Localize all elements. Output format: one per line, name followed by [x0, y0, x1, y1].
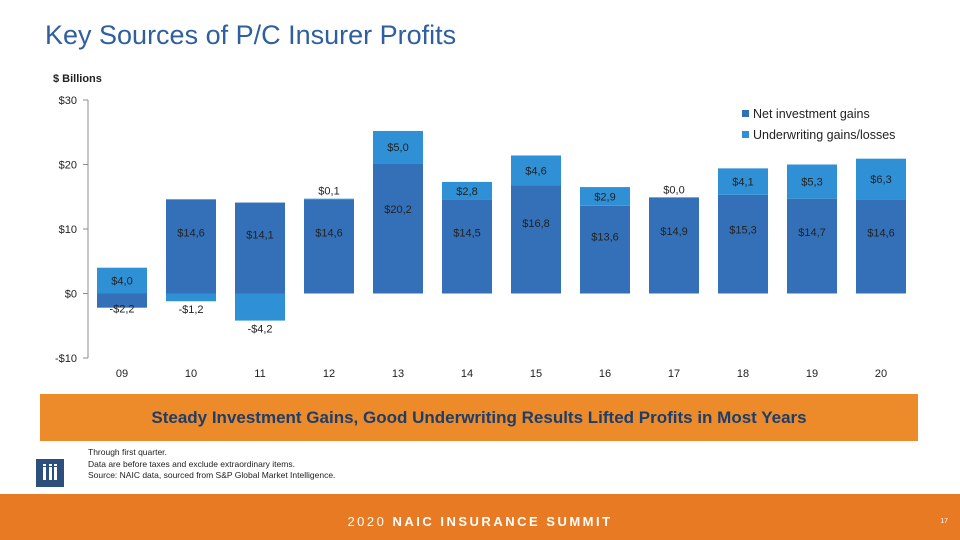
underwriting-data-label: $4,1: [732, 177, 753, 189]
underwriting-bar: [304, 198, 354, 200]
investment-bar: [97, 293, 147, 308]
x-tick-label: 20: [875, 368, 887, 380]
investment-bar: [373, 163, 423, 294]
x-tick-label: 13: [392, 368, 404, 380]
x-axis: 09 10 11 12 13 14 15 16 17 18 19 20: [116, 368, 887, 380]
investment-data-label: $15,3: [729, 224, 757, 236]
underwriting-bar: [580, 187, 630, 206]
investment-bar: [442, 199, 492, 294]
underwriting-bar: [649, 197, 699, 198]
x-tick-label: 19: [806, 368, 818, 380]
chart-unit-label: $ Billions: [53, 73, 102, 85]
footer-event-name: 2020 NAIC INSURANCE SUMMIT: [0, 514, 960, 529]
investment-data-label: $14,5: [453, 228, 481, 240]
x-tick-label: 15: [530, 368, 542, 380]
underwriting-data-label: $2,9: [594, 191, 615, 203]
legend-swatch: [742, 131, 749, 138]
investment-data-label: $14,7: [798, 227, 826, 239]
footer-year: 2020: [347, 514, 387, 529]
underwriting-data-label: $0,1: [318, 186, 339, 198]
iii-logo-icon: [36, 459, 64, 487]
footer-title: NAIC INSURANCE SUMMIT: [392, 514, 613, 529]
underwriting-data-label: $4,0: [111, 276, 132, 288]
x-tick-label: 10: [185, 368, 197, 380]
underwriting-data-label: $6,3: [870, 174, 891, 186]
chart-legend: Net investment gains Underwriting gains/l…: [742, 107, 895, 142]
y-axis: $30 $20 $10 $0 -$10: [55, 95, 89, 365]
x-tick-label: 14: [461, 368, 473, 380]
underwriting-bar: [787, 164, 837, 199]
underwriting-bar: [235, 293, 285, 321]
underwriting-data-label: -$1,2: [178, 304, 203, 316]
x-tick-label: 12: [323, 368, 335, 380]
bar-layer: [97, 130, 906, 321]
y-tick-label: $20: [59, 160, 77, 172]
investment-bar: [718, 194, 768, 294]
legend-label: Underwriting gains/losses: [753, 128, 895, 142]
underwriting-data-label: $5,0: [387, 142, 408, 154]
footnotes: Through first quarter. Data are before t…: [88, 447, 335, 482]
x-tick-label: 11: [254, 368, 265, 380]
investment-data-label: $20,2: [384, 204, 412, 216]
key-takeaway-banner: Steady Investment Gains, Good Underwriti…: [40, 394, 918, 441]
investment-bar: [235, 202, 285, 294]
legend-swatch: [742, 110, 749, 117]
legend-label: Net investment gains: [753, 107, 870, 121]
x-tick-label: 17: [668, 368, 680, 380]
footnote: Through first quarter.: [88, 447, 167, 457]
investment-bar: [787, 198, 837, 294]
investment-bar: [856, 199, 906, 294]
y-tick-label: $0: [65, 289, 77, 301]
x-tick-label: 16: [599, 368, 611, 380]
page-number: 17: [940, 518, 948, 525]
footer-bar: 2020 NAIC INSURANCE SUMMIT 17: [0, 494, 960, 540]
underwriting-data-label: $5,3: [801, 177, 822, 189]
underwriting-data-label: -$4,2: [247, 324, 272, 336]
data-label-layer: -$2,2 $4,0 $14,6 -$1,2 $14,1 -$4,2 $14,6 $0,1 $2…: [109, 142, 894, 336]
profits-chart: $ Billions $30 $20 $10 $0 -$10 -$2,2 $4,0 $14,…: [53, 73, 906, 380]
underwriting-bar: [97, 267, 147, 294]
investment-data-label: $13,6: [591, 231, 619, 243]
y-tick-label: -$10: [55, 353, 77, 365]
underwriting-bar: [856, 158, 906, 200]
underwriting-bar: [511, 155, 561, 186]
x-tick-label: 09: [116, 368, 128, 380]
underwriting-bar: [718, 168, 768, 195]
investment-data-label: $16,8: [522, 218, 550, 230]
underwriting-data-label: $4,6: [525, 165, 546, 177]
investment-data-label: -$2,2: [109, 304, 134, 316]
investment-data-label: $14,6: [177, 227, 205, 239]
investment-bar: [580, 205, 630, 294]
x-tick-label: 18: [737, 368, 749, 380]
underwriting-data-label: $2,8: [456, 186, 477, 198]
underwriting-data-label: $0,0: [663, 184, 684, 196]
underwriting-bar: [442, 181, 492, 200]
y-tick-label: $10: [59, 224, 77, 236]
investment-bar: [649, 197, 699, 294]
investment-bar: [304, 199, 354, 294]
investment-data-label: $14,9: [660, 226, 688, 238]
investment-data-label: $14,6: [867, 227, 895, 239]
investment-bar: [166, 199, 216, 294]
page-title: Key Sources of P/C Insurer Profits: [45, 20, 457, 50]
investment-data-label: $14,1: [246, 229, 274, 241]
banner-text: Steady Investment Gains, Good Underwriti…: [151, 407, 807, 427]
underwriting-bar: [166, 293, 216, 302]
underwriting-bar: [373, 130, 423, 164]
footnote: Data are before taxes and exclude extrao…: [88, 458, 295, 469]
investment-data-label: $14,6: [315, 227, 343, 239]
y-tick-label: $30: [59, 95, 77, 107]
footnote: Source: NAIC data, sourced from S&P Glob…: [88, 470, 336, 480]
investment-bar: [511, 185, 561, 294]
